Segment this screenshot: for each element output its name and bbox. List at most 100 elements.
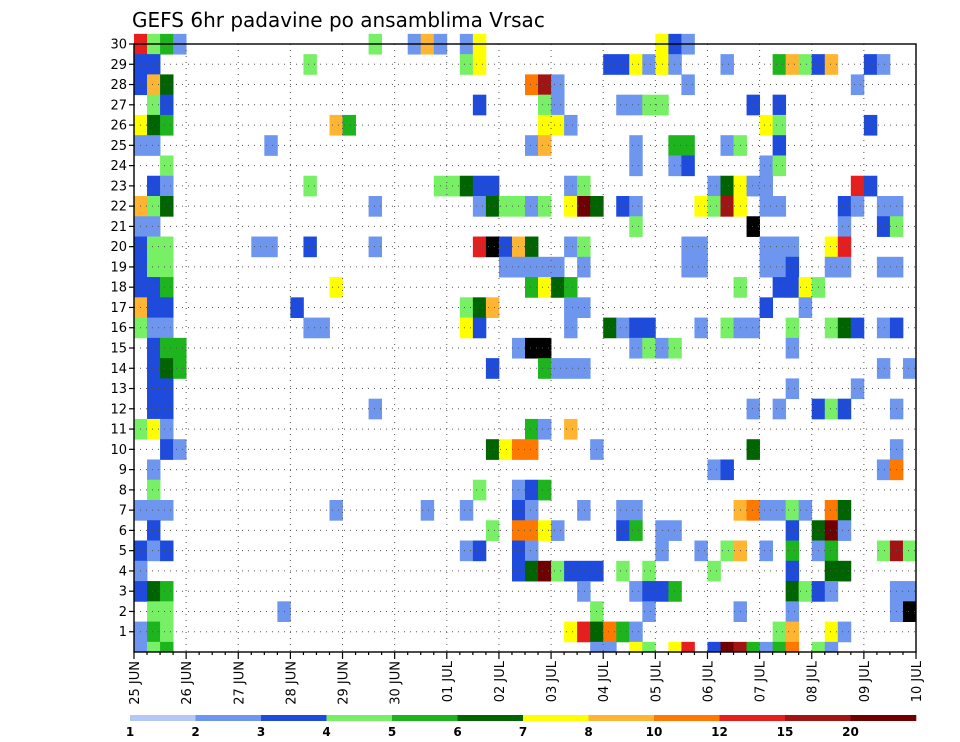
heatmap-cell [785,641,800,653]
colorbar-swatch [392,715,458,721]
x-tick-label: 05 JUL [649,660,664,702]
heatmap-cell [876,196,891,217]
heatmap-cell [629,641,643,653]
heatmap-cell [707,175,721,197]
heatmap-cell [668,155,682,177]
y-tick-label: 26 [110,119,127,134]
heatmap-cell [538,196,552,217]
heatmap-cell [147,418,161,440]
heatmap-cell [525,500,539,521]
heatmap-cell [147,277,161,298]
heatmap-cell [525,418,539,440]
heatmap-cell [290,297,304,318]
heatmap-cell [472,236,487,258]
heatmap-cell [785,560,800,582]
heatmap-cell [759,175,774,197]
heatmap-cell [420,500,435,521]
heatmap-cell [863,114,878,136]
x-tick-label: 08 JUL [806,660,821,702]
heatmap-cell [459,54,474,75]
heatmap-cell [824,236,839,258]
colorbar-swatch [326,715,393,721]
colorbar-swatch [195,715,262,721]
x-tick-label: 29 JUN [337,661,352,705]
heatmap-cell [642,581,656,602]
y-tick-label: 22 [110,200,127,215]
heatmap-cell [525,256,539,278]
heatmap-cell [303,175,317,197]
heatmap-cell [694,540,708,562]
heatmap-cell [720,196,734,217]
heatmap-cell [603,621,617,643]
heatmap-cell [759,641,774,653]
heatmap-cell [759,540,774,562]
heatmap-cell [863,54,878,75]
colorbar-label: 4 [322,725,330,739]
heatmap-cell [720,175,734,197]
heatmap-cell [459,500,474,521]
heatmap-cell [577,500,591,521]
heatmap-cell [538,337,552,359]
heatmap-cell [642,560,656,582]
colorbar-label: 7 [519,725,527,739]
heatmap-cell [577,621,591,643]
heatmap-cell [837,520,852,541]
heatmap-cell [772,277,787,298]
heatmap-cell [147,520,161,541]
heatmap-cell [472,196,487,217]
heatmap-cell [538,358,552,379]
heatmap-cell [147,621,161,643]
heatmap-cell [668,641,682,653]
heatmap-cell [824,398,839,420]
heatmap-cell [785,540,800,562]
heatmap-cell [798,297,813,318]
heatmap-cell [876,216,891,237]
heatmap-cell [147,297,161,318]
colorbar-label: 8 [584,725,592,739]
heatmap-cell [837,317,852,339]
heatmap-cell [538,256,552,278]
heatmap-cell [485,297,500,318]
heatmap-cell [498,236,513,258]
chart-title: GEFS 6hr padavine po ansamblima Vrsac [132,8,545,32]
heatmap-cell [147,175,161,197]
heatmap-cell [147,74,161,96]
heatmap-cell [459,317,474,339]
colorbar: 1 2 3 4 5 6 7 8 10 12 15 20 [126,715,917,739]
heatmap-cell [785,317,800,339]
heatmap-cell [147,317,161,339]
heatmap-cell [525,236,539,258]
heatmap-cell [824,560,839,582]
heatmap-cell [629,621,643,643]
heatmap-cell [785,236,800,258]
heatmap-cell [160,540,174,562]
heatmap-cell [772,500,787,521]
heatmap-cell [629,196,643,217]
heatmap-cell [459,540,474,562]
heatmap-cell [160,114,174,136]
heatmap-cell [525,520,539,541]
heatmap-cell [681,155,695,177]
heatmap-cell [564,236,578,258]
heatmap-cell [824,54,839,75]
heatmap-cell [642,317,656,339]
heatmap-cell [485,196,500,217]
heatmap-cell [668,581,682,602]
colorbar-swatch [785,715,851,721]
heatmap-cell [837,621,852,643]
heatmap-cell [603,641,617,653]
heatmap-cell [629,337,643,359]
heatmap-cell [863,175,878,197]
heatmap-cell [577,256,591,278]
heatmap-cell [525,277,539,298]
heatmap-cell [329,500,343,521]
heatmap-cell [551,114,565,136]
y-tick-label: 4 [119,564,127,579]
heatmap-cell [564,358,578,379]
heatmap-cell [160,601,174,622]
heatmap-cell [147,236,161,258]
y-tick-label: 28 [110,78,127,93]
heatmap-cell [538,479,552,501]
heatmap-cell [772,114,787,136]
